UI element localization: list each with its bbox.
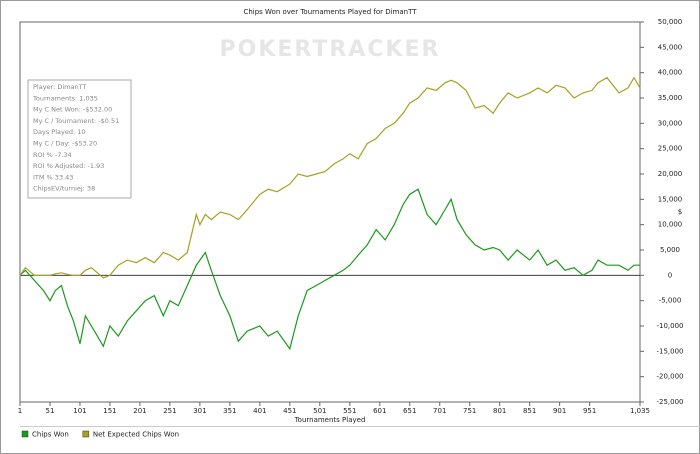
y-tick-label: 25,000: [658, 145, 683, 153]
y-tick-label: -10,000: [656, 322, 683, 330]
x-tick-label: 201: [133, 407, 146, 415]
x-tick-label: 801: [493, 407, 506, 415]
x-tick-label: 51: [46, 407, 55, 415]
x-tick-label: 551: [343, 407, 356, 415]
chart-title: Chips Won over Tournaments Played for Di…: [243, 8, 417, 16]
x-tick-label: 251: [163, 407, 176, 415]
x-tick-label: 751: [463, 407, 476, 415]
series-line: [19, 76, 641, 279]
info-line: ChipsEV/turniej: 38: [33, 185, 95, 193]
y-tick-label: 30,000: [658, 119, 683, 127]
y-tick-label: 20,000: [658, 170, 683, 178]
info-line: ROI % Adjusted: -1.93: [33, 162, 104, 170]
info-line: My C / Day: -$53.20: [33, 140, 97, 148]
series-line: [19, 188, 640, 351]
x-tick-label: 601: [373, 407, 386, 415]
legend-separator: [20, 426, 700, 427]
legend-label: Chips Won: [32, 431, 69, 439]
x-tick-label: 501: [313, 407, 326, 415]
y-tick-label: -25,000: [656, 398, 683, 406]
info-box-frame: [27, 79, 132, 199]
y-tick-label: 50,000: [658, 18, 683, 26]
info-line: Player: DimanTT: [33, 83, 86, 91]
legend-swatch: [82, 430, 90, 438]
y-tick-label: -20,000: [656, 373, 683, 381]
x-tick-label: 651: [403, 407, 416, 415]
y-tick-label: 40,000: [658, 69, 683, 77]
info-line: ITM % 33.43: [33, 173, 73, 181]
x-tick-label: 351: [223, 407, 236, 415]
y-axis-label: $: [678, 208, 682, 216]
x-tick-label: 701: [433, 407, 446, 415]
y-tick-label: -15,000: [656, 347, 683, 355]
x-tick-label: 951: [583, 407, 596, 415]
x-tick-label: 851: [523, 407, 536, 415]
x-tick-label: 401: [253, 407, 266, 415]
y-tick-label: 10,000: [658, 221, 683, 229]
y-tick-label: 35,000: [658, 94, 683, 102]
y-tick-label: 5,000: [660, 246, 680, 254]
x-tick-label: 451: [283, 407, 296, 415]
info-line: Tournaments: 1,035: [32, 94, 98, 102]
x-tick-label: 1,035: [630, 407, 650, 415]
x-tick-label: 301: [193, 407, 206, 415]
info-line: My C / Tournament: -$0.51: [33, 117, 119, 125]
x-tick-label: 901: [553, 407, 566, 415]
x-tick-label: 101: [73, 407, 86, 415]
x-tick-label: 151: [103, 407, 116, 415]
x-tick-label: 1: [18, 407, 22, 415]
y-tick-label: 0: [668, 271, 672, 279]
info-box: Player: DimanTT Tournaments: 1,035 My C Ne…: [27, 79, 132, 199]
info-line: Days Played: 10: [33, 128, 86, 136]
legend-swatch: [21, 430, 29, 438]
y-tick-label: -5,000: [659, 297, 682, 305]
plot-area: [19, 21, 641, 403]
x-axis-label: Tournaments Played: [294, 416, 366, 424]
y-tick-label: 15,000: [658, 195, 683, 203]
info-line: My C Net Won: -$532.00: [33, 106, 112, 114]
info-line: ROI % -7.34: [33, 151, 72, 159]
legend-label: Net Expected Chips Won: [93, 431, 179, 439]
watermark: POKERTRACKER: [220, 37, 441, 62]
y-tick-label: 45,000: [658, 43, 683, 51]
